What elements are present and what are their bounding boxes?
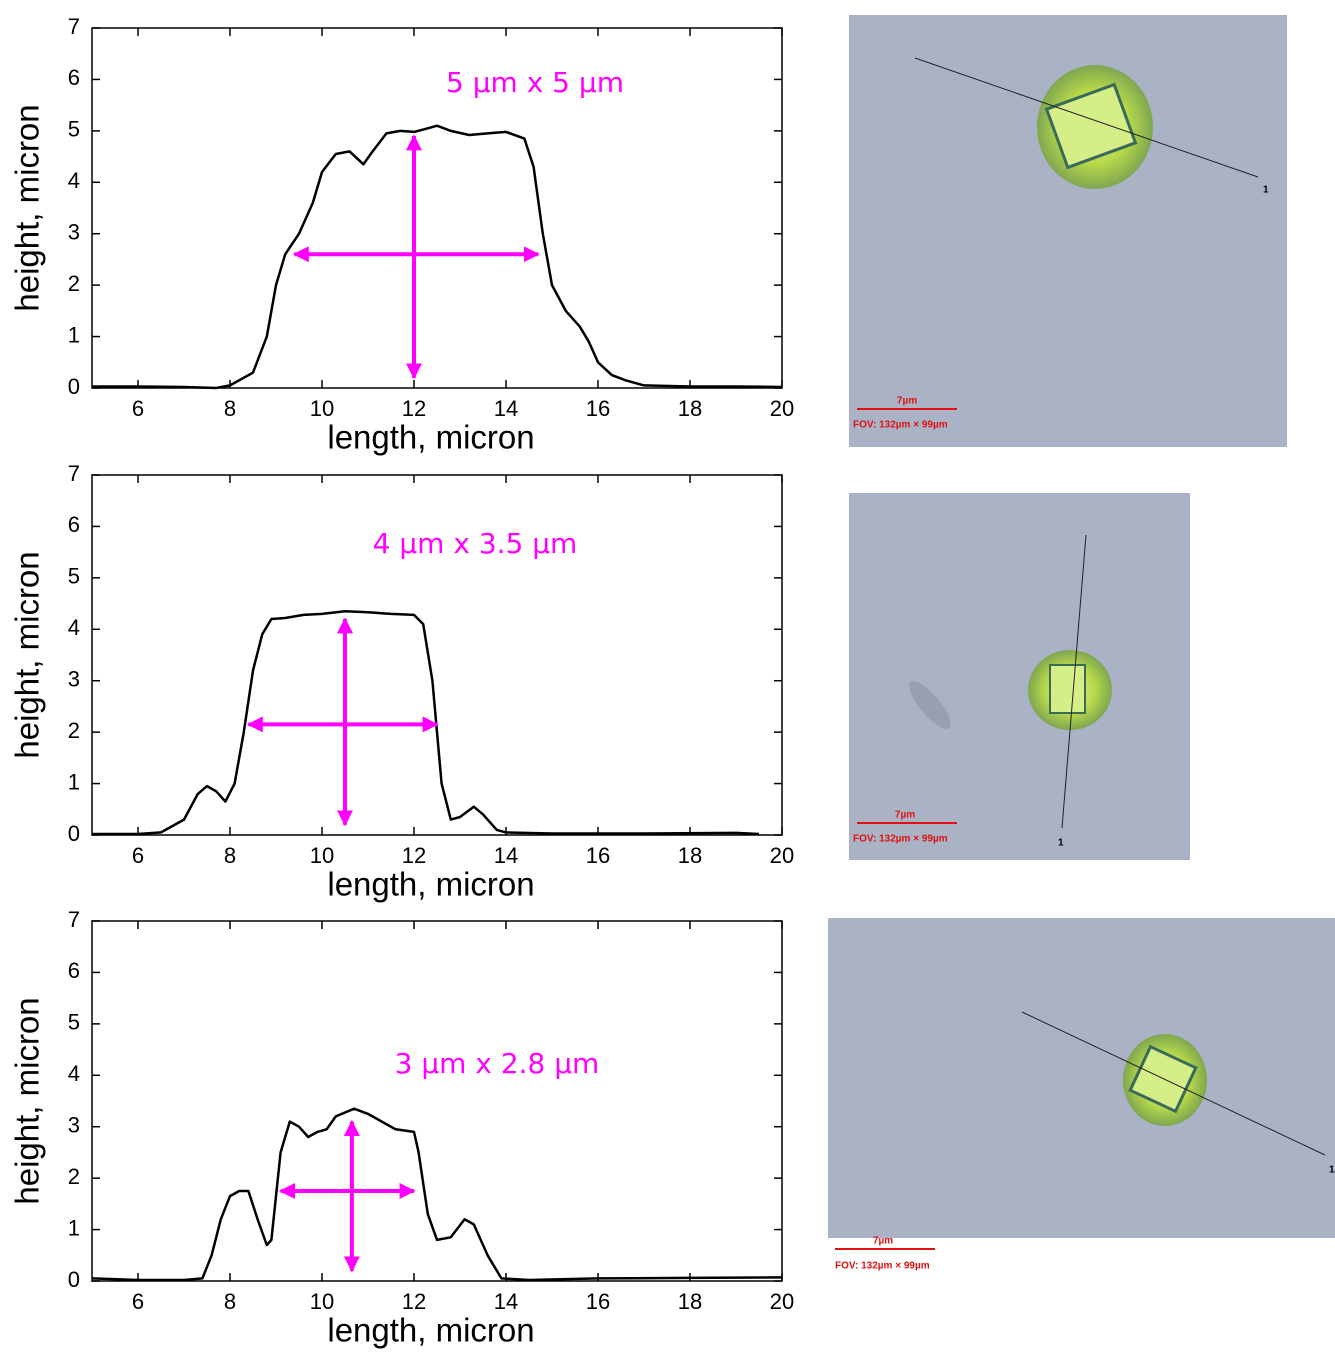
x-tick-label: 6: [132, 1289, 144, 1314]
x-tick-label: 12: [402, 396, 426, 421]
y-axis-label: height, micron: [9, 997, 46, 1204]
y-tick-label: 2: [68, 1164, 80, 1189]
micrograph: 1 7µm FOV: 132µm × 99µm: [849, 493, 1190, 860]
y-axis-label: height, micron: [9, 551, 46, 758]
y-axis-label: height, micron: [9, 104, 46, 311]
x-tick-label: 8: [224, 1289, 236, 1314]
y-tick-label: 6: [68, 512, 80, 537]
x-axis-label: length, micron: [327, 419, 534, 456]
profile-line: [91, 1107, 783, 1282]
x-tick-label: 14: [494, 396, 518, 421]
plot-frame: [91, 920, 783, 1282]
fov-label: FOV: 132µm × 99µm: [853, 834, 948, 845]
x-tick-label: 16: [586, 1289, 610, 1314]
x-axis-label: length, micron: [327, 1312, 534, 1349]
x-tick-label: 6: [132, 843, 144, 868]
y-tick-label: 4: [68, 168, 80, 193]
y-tick-label: 2: [68, 271, 80, 296]
line-end-label: 1: [1263, 185, 1269, 196]
y-tick-label: 3: [68, 220, 80, 245]
y-tick-label: 7: [68, 14, 80, 39]
fov-label: FOV: 132µm × 99µm: [835, 1261, 930, 1272]
scale-label: 7µm: [873, 1236, 893, 1247]
line-end-label: 1: [1329, 1165, 1335, 1176]
y-tick-label: 7: [68, 907, 80, 932]
x-tick-label: 16: [586, 843, 610, 868]
annotation: 4 µm x 3.5 µm: [373, 527, 578, 560]
x-tick-label: 10: [310, 843, 334, 868]
scale-label: 7µm: [897, 396, 917, 407]
scale-label: 7µm: [895, 810, 915, 821]
y-tick-label: 5: [68, 117, 80, 142]
y-tick-label: 0: [68, 821, 80, 846]
x-tick-label: 20: [770, 843, 794, 868]
x-tick-label: 14: [494, 1289, 518, 1314]
profile-line: [92, 124, 783, 390]
annotation: 5 µm x 5 µm: [446, 66, 624, 99]
y-tick-label: 0: [68, 1267, 80, 1292]
y-tick-label: 2: [68, 718, 80, 743]
micrograph: 1 7µm FOV: 132µm × 99µm: [849, 15, 1287, 447]
y-tick-label: 3: [68, 667, 80, 692]
x-tick-label: 14: [494, 843, 518, 868]
x-tick-label: 20: [770, 396, 794, 421]
y-tick-label: 1: [68, 769, 80, 794]
x-tick-label: 10: [310, 396, 334, 421]
x-tick-label: 12: [402, 843, 426, 868]
y-tick-label: 1: [68, 1215, 80, 1240]
micrograph: 1 7µm FOV: 132µm × 99µm: [828, 918, 1335, 1272]
x-tick-label: 6: [132, 396, 144, 421]
line-end-label: 1: [1058, 838, 1064, 849]
y-tick-label: 6: [68, 65, 80, 90]
x-tick-label: 8: [224, 843, 236, 868]
annotation: 3 µm x 2.8 µm: [395, 1047, 600, 1080]
x-tick-label: 10: [310, 1289, 334, 1314]
x-axis-label: length, micron: [327, 866, 534, 903]
plot-frame: [91, 27, 783, 389]
x-tick-label: 18: [678, 843, 702, 868]
y-tick-label: 4: [68, 1061, 80, 1086]
y-tick-label: 1: [68, 322, 80, 347]
y-tick-label: 4: [68, 615, 80, 640]
x-tick-label: 18: [678, 396, 702, 421]
plot-frame: [91, 474, 783, 836]
y-tick-label: 5: [68, 564, 80, 589]
y-tick-label: 5: [68, 1010, 80, 1035]
y-tick-label: 6: [68, 958, 80, 983]
x-tick-label: 18: [678, 1289, 702, 1314]
x-tick-label: 8: [224, 396, 236, 421]
y-tick-label: 0: [68, 374, 80, 399]
y-tick-label: 7: [68, 461, 80, 486]
x-tick-label: 16: [586, 396, 610, 421]
x-tick-label: 12: [402, 1289, 426, 1314]
profile-line: [92, 610, 760, 836]
x-tick-label: 20: [770, 1289, 794, 1314]
y-tick-label: 3: [68, 1113, 80, 1138]
fov-label: FOV: 132µm × 99µm: [853, 420, 948, 431]
